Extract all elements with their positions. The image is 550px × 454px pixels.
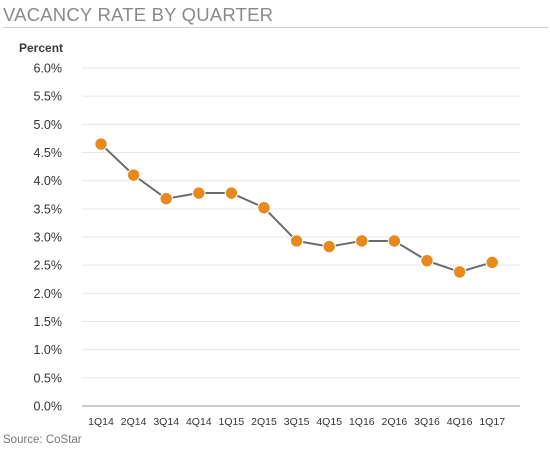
y-tick-label: 2.5% [34, 259, 63, 273]
y-tick-label: 0.5% [34, 371, 63, 385]
y-tick-label: 4.0% [34, 174, 63, 188]
data-point [485, 255, 499, 270]
title-divider [3, 27, 548, 28]
data-point [289, 234, 304, 248]
data-point [387, 234, 402, 248]
y-tick-label: 4.5% [34, 146, 63, 160]
x-tick-label: 4Q15 [316, 416, 342, 428]
data-point [94, 137, 108, 151]
y-tick-label: 0.0% [34, 400, 63, 414]
y-tick-label: 5.0% [34, 118, 63, 132]
x-tick-label: 1Q16 [349, 416, 375, 428]
x-tick-label: 4Q14 [186, 416, 212, 428]
y-tick-label: 1.0% [34, 343, 63, 357]
x-tick-label: 3Q16 [414, 416, 440, 428]
x-tick-label: 1Q17 [479, 416, 505, 428]
y-tick-label: 2.0% [34, 287, 63, 301]
y-tick-labels: 0.0% 0.5% 1.0% 1.5% 2.0% 2.5% 3.0% 3.5% 4.0% 4.5%… [34, 62, 63, 414]
x-tick-label: 2Q16 [382, 416, 408, 428]
y-tick-label: 6.0% [34, 62, 63, 76]
data-point [192, 186, 206, 200]
vacancy-rate-line [100, 143, 493, 273]
data-point [322, 239, 336, 254]
data-point [452, 265, 467, 279]
x-tick-labels: 1Q14 2Q14 3Q14 4Q14 1Q15 2Q15 3Q15 4Q15 1Q16 2Q16… [88, 416, 505, 428]
y-tick-label: 3.0% [34, 231, 63, 245]
data-points [94, 137, 499, 279]
x-tick-label: 1Q15 [219, 416, 245, 428]
x-tick-label: 4Q16 [447, 416, 473, 428]
x-tick-label: 2Q15 [251, 416, 277, 428]
x-tick-label: 3Q14 [153, 416, 179, 428]
y-axis-label: Percent [19, 41, 64, 55]
data-point [224, 186, 239, 200]
y-tick-label: 3.5% [34, 202, 63, 216]
x-tick-label: 3Q15 [284, 416, 310, 428]
data-point [257, 201, 271, 215]
series-line [100, 143, 493, 273]
data-point [159, 191, 173, 206]
x-tick-label: 1Q14 [88, 416, 114, 428]
source-note: Source: CoStar [3, 434, 82, 446]
data-point [126, 168, 141, 182]
data-point [420, 253, 434, 268]
chart-title: VACANCY RATE BY QUARTER [3, 4, 274, 25]
y-tick-label: 1.5% [34, 315, 63, 329]
y-tick-label: 5.5% [34, 90, 63, 104]
data-point [355, 234, 369, 248]
x-tick-label: 2Q14 [121, 416, 147, 428]
